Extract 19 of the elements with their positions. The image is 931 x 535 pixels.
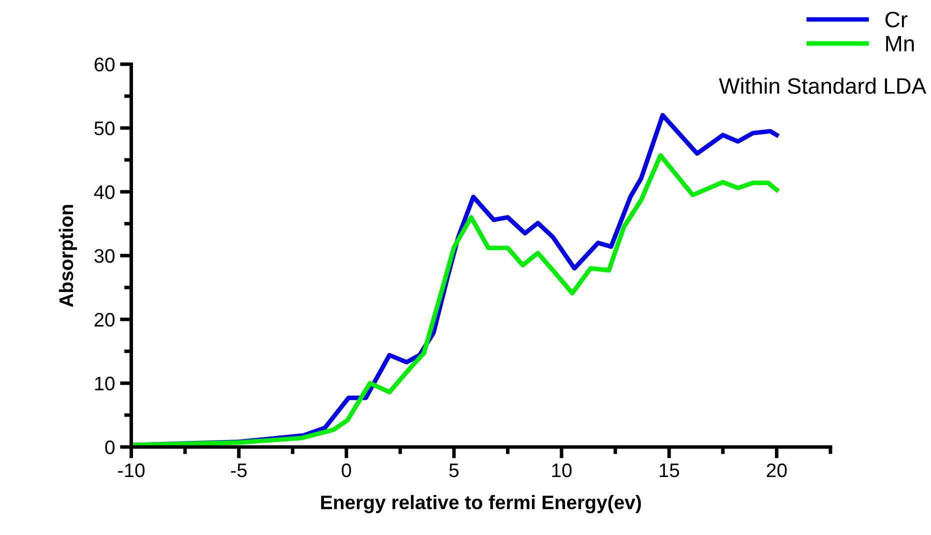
y-tick-label: 30 [94, 249, 115, 263]
y-tick-label: 10 [95, 376, 115, 390]
legend-label: Cr [885, 12, 908, 28]
y-tick-label: 50 [94, 121, 115, 136]
x-tick-label: 10 [552, 463, 572, 478]
x-tick-label: 20 [766, 463, 787, 478]
x-tick-label: -10 [118, 463, 145, 478]
x-tick-label: 15 [660, 464, 680, 478]
y-tick-label: 40 [94, 185, 115, 200]
legend-label: Mn [886, 36, 914, 52]
y-axis-title: Absorption [58, 204, 78, 307]
x-tick-label: -5 [231, 464, 247, 478]
y-tick-label: 20 [94, 312, 115, 327]
annotation: Within Standard LDA [718, 78, 926, 94]
x-tick-label: 0 [342, 463, 352, 478]
y-tick-label: 0 [105, 440, 115, 454]
x-tick-label: 5 [449, 464, 459, 478]
y-tick-label: 60 [94, 58, 115, 72]
x-axis-title: Energy relative to fermi Energy(ev) [321, 494, 641, 514]
